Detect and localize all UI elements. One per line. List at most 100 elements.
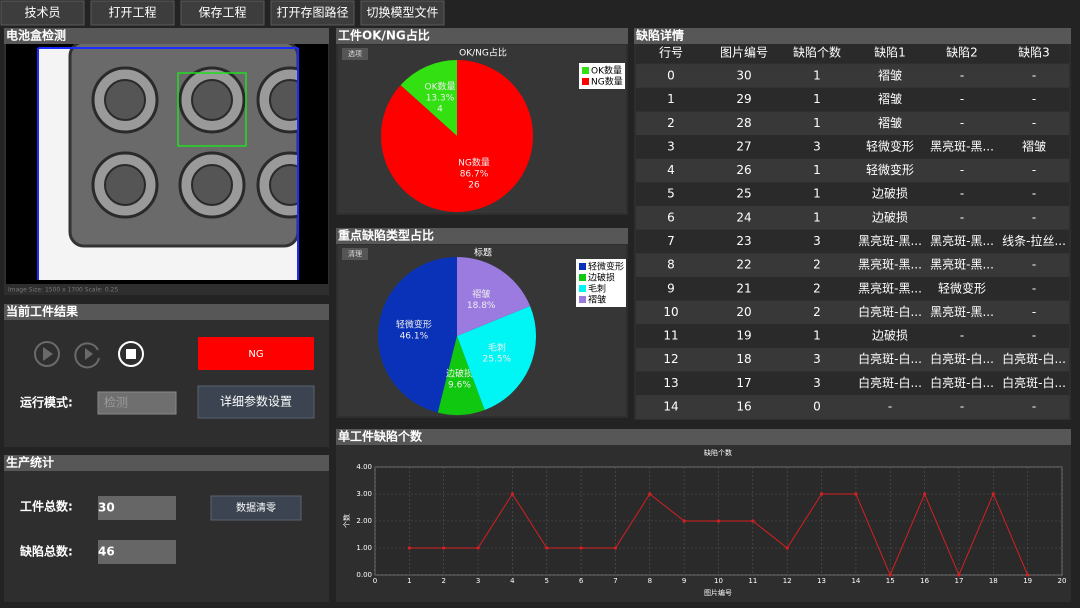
toolbar-button[interactable] [180,0,265,26]
table-cell: 黑亮斑-黑... [930,257,994,272]
table-cell: - [960,69,964,83]
panel-header [336,28,628,44]
total-value: 30 [98,501,115,515]
toolbar-button[interactable] [360,0,445,26]
mode-value: 检测 [104,395,128,410]
pie-slice [381,60,533,213]
data-point [785,546,789,550]
table-cell: 9 [667,281,675,295]
table-cell: 19 [736,329,751,343]
legend-swatch [579,296,586,303]
table-cell: 2 [813,305,821,319]
table-cell: 2 [813,258,821,272]
legend-label: 轻微变形 [588,261,624,273]
table-cell: 1 [813,92,821,106]
play-button[interactable] [34,341,60,367]
legend-label: OK数量 [591,65,622,77]
table-cell: - [1032,399,1036,413]
table-cell: 26 [736,163,751,177]
legend-swatch [582,78,589,85]
pie-slice [457,305,536,410]
settings-button[interactable] [197,385,315,419]
panel-title: 当前工件结果 [6,304,78,319]
stop-button[interactable] [118,341,144,367]
table-row [636,64,1069,88]
table-cell: 28 [736,116,751,130]
table-cell: 3 [813,234,821,248]
table-cell: 12 [663,352,678,366]
table-cell: 22 [736,258,751,272]
data-point [442,546,446,550]
chart-button[interactable] [342,48,368,60]
toolbar-button[interactable] [0,0,85,26]
slice-label: 26 [468,181,480,191]
table-cell: 白亮斑-白... [930,375,994,390]
slice-label: 18.8% [467,301,496,311]
table-cell: 1 [813,210,821,224]
slice-label: 毛刺 [488,341,506,353]
slice-label: 轻微变形 [396,319,432,331]
table-cell: - [1032,116,1036,130]
data-point [751,519,755,523]
x-tick-label: 3 [476,577,480,585]
total-label: 工件总数: [20,499,73,514]
mode-label: 运行模式: [20,395,73,410]
table-cell: 1 [813,116,821,130]
table-row [636,135,1069,159]
legend-swatch [582,67,589,74]
slice-label: 13.3% [426,93,455,103]
slice-label: 边破损 [446,367,473,379]
replay-button[interactable] [74,342,100,369]
legend-label: 毛刺 [588,283,606,295]
x-tick-label: 7 [613,577,617,585]
mode-input[interactable] [97,391,177,415]
data-point [579,546,583,550]
inspection-image [6,40,328,284]
x-tick-label: 19 [1023,577,1032,585]
table-cell: 24 [736,210,751,224]
panel-title: 缺陷详情 [636,28,684,43]
slice-label: NG数量 [458,157,490,169]
table-cell: - [960,116,964,130]
table-cell: 27 [736,139,751,153]
clear-button-label: 数据清零 [236,501,276,514]
column-header: 缺陷个数 [793,45,841,60]
toolbar-button[interactable] [90,0,175,26]
x-tick-label: 16 [920,577,929,585]
toolbar-button-label: 技术员 [24,6,60,20]
data-point [613,546,618,550]
table-row [636,206,1069,230]
legend-swatch [579,274,586,281]
table-cell: 白亮斑-白... [858,304,922,319]
column-header: 缺陷1 [874,45,906,60]
data-point [1026,573,1030,577]
table-cell: 轻微变形 [938,280,986,295]
pie-slice [400,60,457,136]
table-row [636,371,1069,396]
x-tick-label: 10 [714,577,723,585]
x-tick-label: 8 [648,577,652,585]
data-point [682,519,686,523]
table-cell: 线条-拉丝... [1002,233,1066,248]
toolbar-button[interactable] [270,0,355,26]
table-cell: 轻微变形 [866,138,914,153]
slice-label: 4 [437,104,443,114]
result-text: NG [248,349,263,360]
table-cell: 29 [736,92,751,106]
table-cell: - [888,399,892,413]
panel-header [336,429,1071,445]
table-cell: 2 [813,281,821,295]
table-cell: 黑亮斑-黑... [858,280,922,295]
data-point [648,492,652,496]
settings-button-label: 详细参数设置 [220,394,292,409]
panel-header [4,28,329,44]
table-cell: 2 [667,116,675,130]
panel-header [4,304,329,320]
slice-label: 褶皱 [472,288,490,300]
data-point [476,546,480,550]
table-cell: 白亮斑-白... [858,375,922,390]
data-point [819,492,824,496]
chart-button[interactable] [342,248,368,260]
panel-header [634,28,1071,44]
clear-button[interactable] [210,495,302,521]
